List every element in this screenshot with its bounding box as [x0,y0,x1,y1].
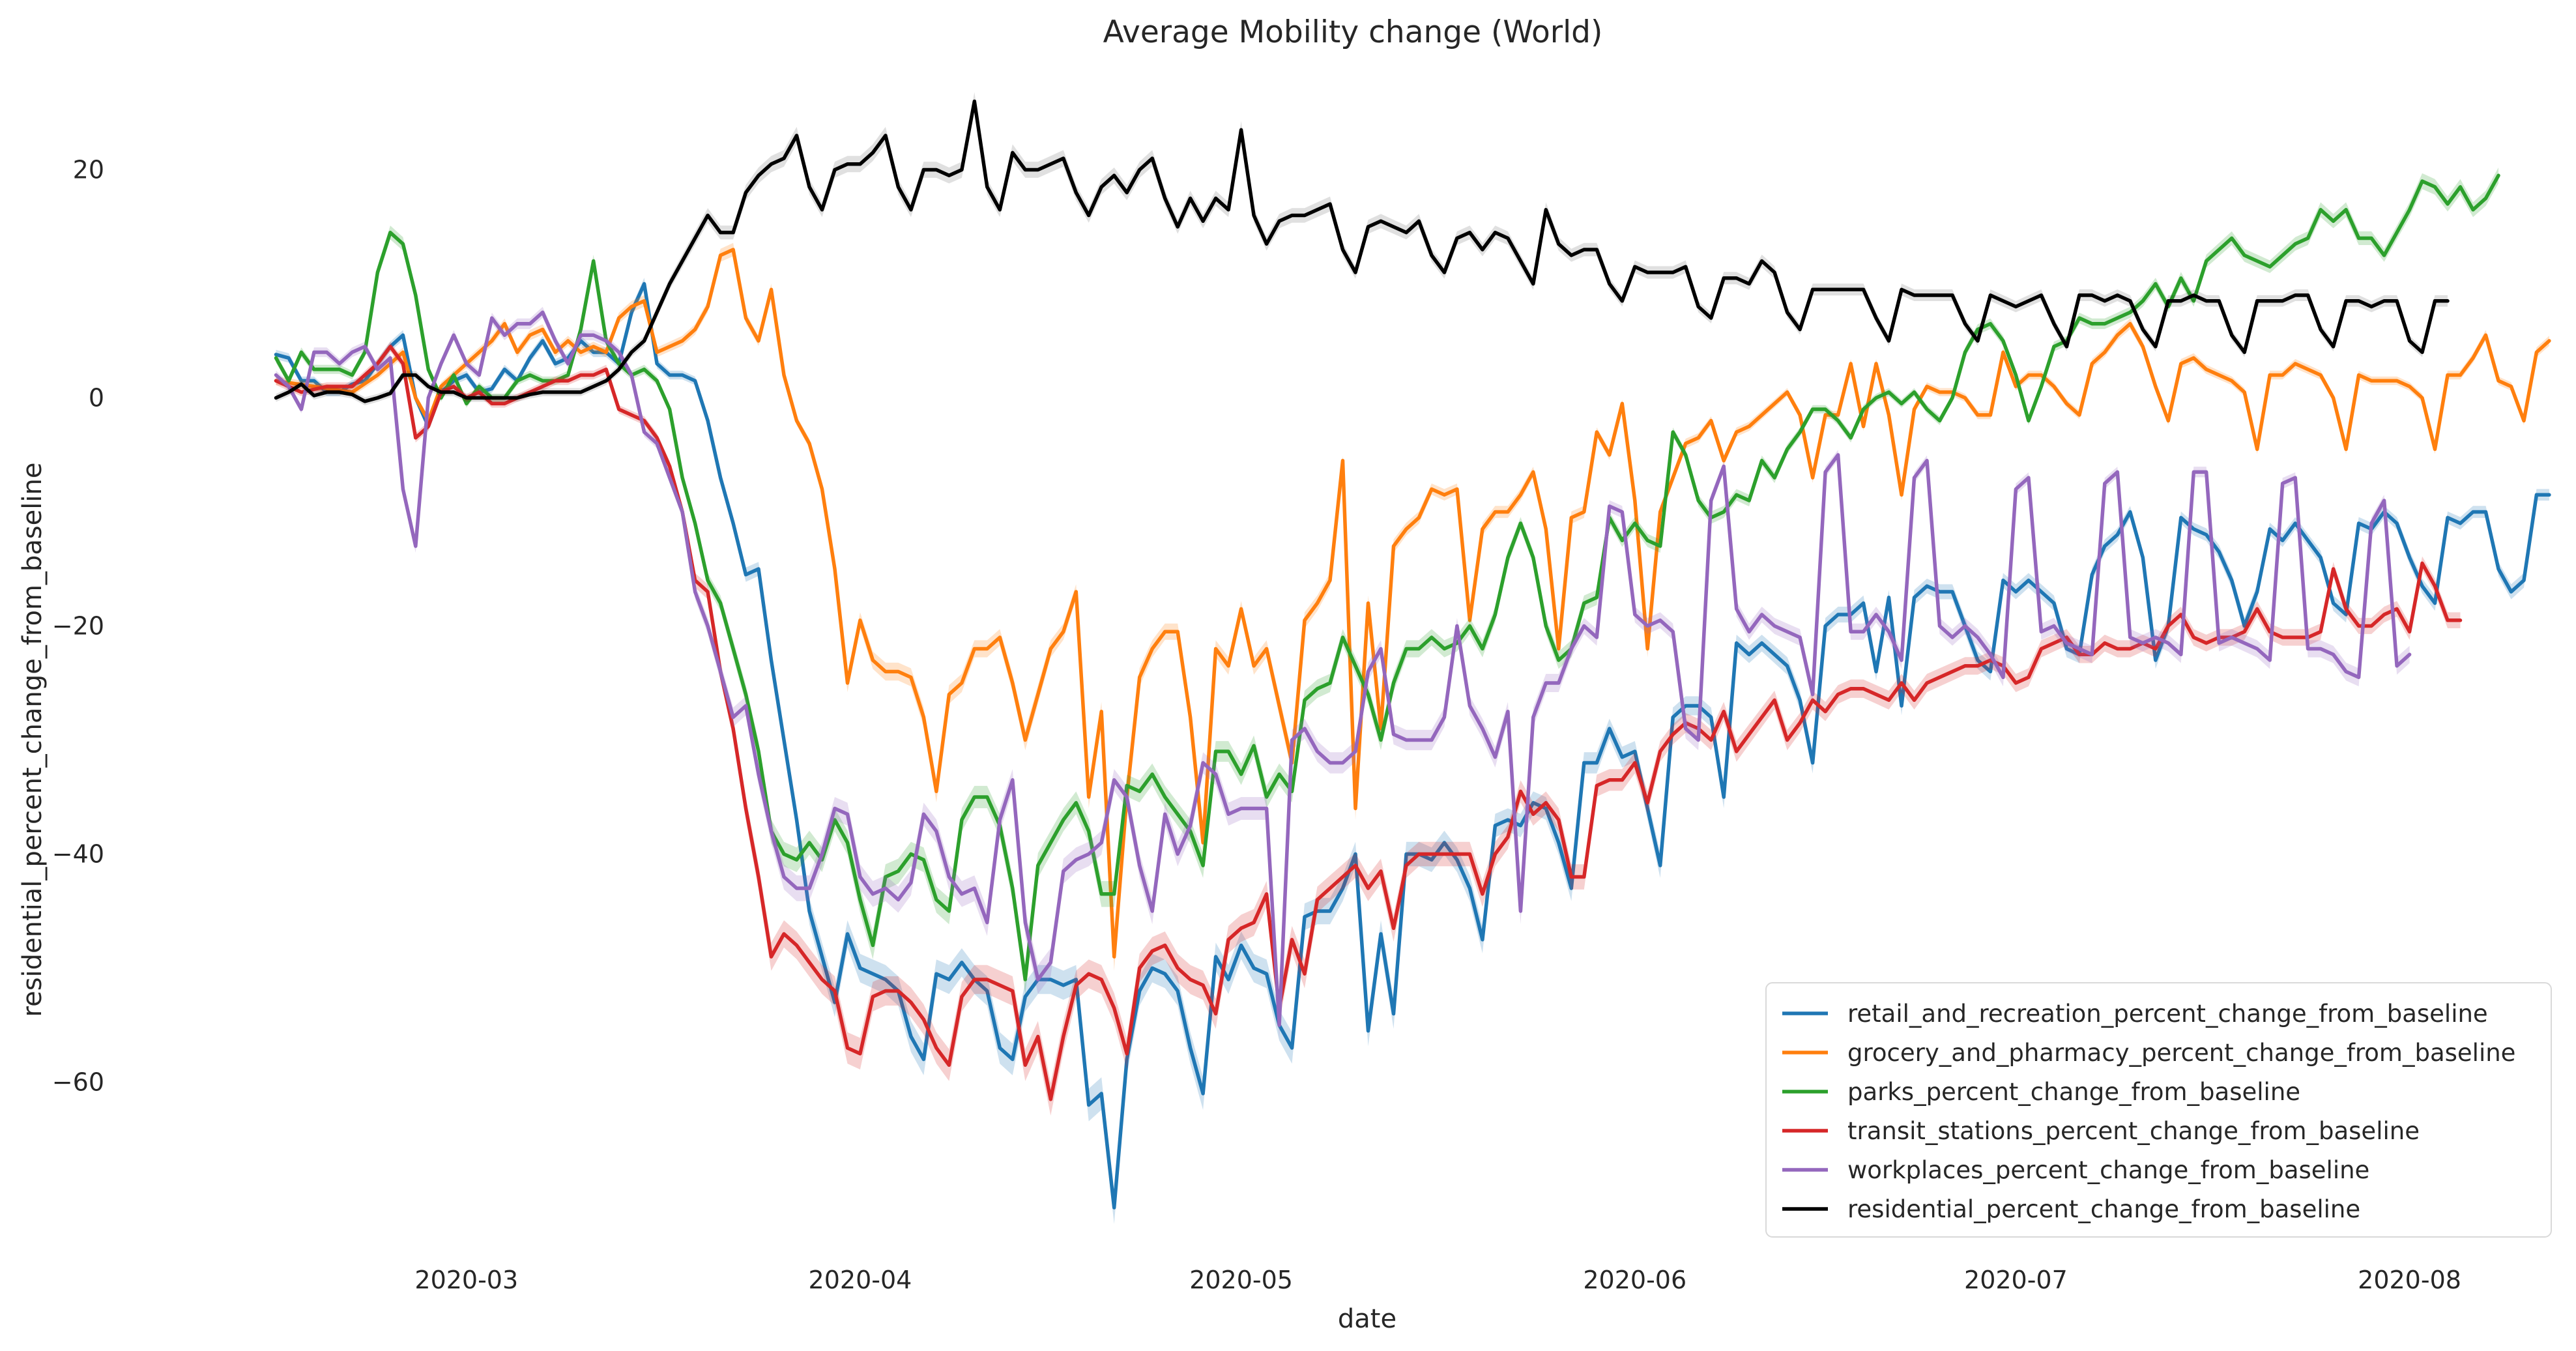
x-axis-label: date [1338,1304,1397,1334]
parks-line [274,173,2500,981]
residential-line [274,99,2450,403]
x-tick-label: 2020-07 [1964,1266,2068,1294]
y-tick-label: −40 [52,840,104,869]
parks-confidence-band [276,167,2498,995]
legend-label-parks: parks_percent_change_from_baseline [1847,1078,2300,1106]
y-tick-label: −20 [52,612,104,641]
x-tick-label: 2020-06 [1583,1266,1686,1294]
axes: −60 −40 −20 0 20 2020-03 2020-04 2020-05 2020-06… [52,156,2461,1295]
legend-label-transit-stations: transit_stations_percent_change_from_bas… [1847,1117,2420,1145]
legend-box [1765,982,2552,1238]
x-tick-label: 2020-08 [2358,1266,2461,1294]
legend-label-residential: residential_percent_change_from_baseline [1847,1195,2360,1223]
legend-label-workplaces: workplaces_percent_change_from_baseline [1847,1156,2369,1184]
x-tick-label: 2020-03 [414,1266,518,1294]
y-tick-label: 20 [73,156,104,184]
plot-area [274,92,2551,1225]
y-tick-label: −60 [52,1068,104,1097]
x-tick-label: 2020-05 [1189,1266,1293,1294]
y-tick-label: 0 [89,384,104,413]
chart-title: Average Mobility change (World) [1103,14,1603,50]
legend: retail_and_recreation_percent_change_fro… [1765,982,2552,1238]
y-axis-label: residential_percent_change_from_baseline [18,463,48,1017]
legend-label-grocery-and-pharmacy: grocery_and_pharmacy_percent_change_from… [1847,1039,2515,1067]
legend-label-retail-and-recreation: retail_and_recreation_percent_change_fro… [1847,1000,2488,1028]
x-tick-label: 2020-04 [809,1266,912,1294]
workplaces-line [274,310,2412,1027]
grocery-and-pharmacy-line [274,248,2551,959]
workplaces-confidence-band [276,306,2410,1041]
